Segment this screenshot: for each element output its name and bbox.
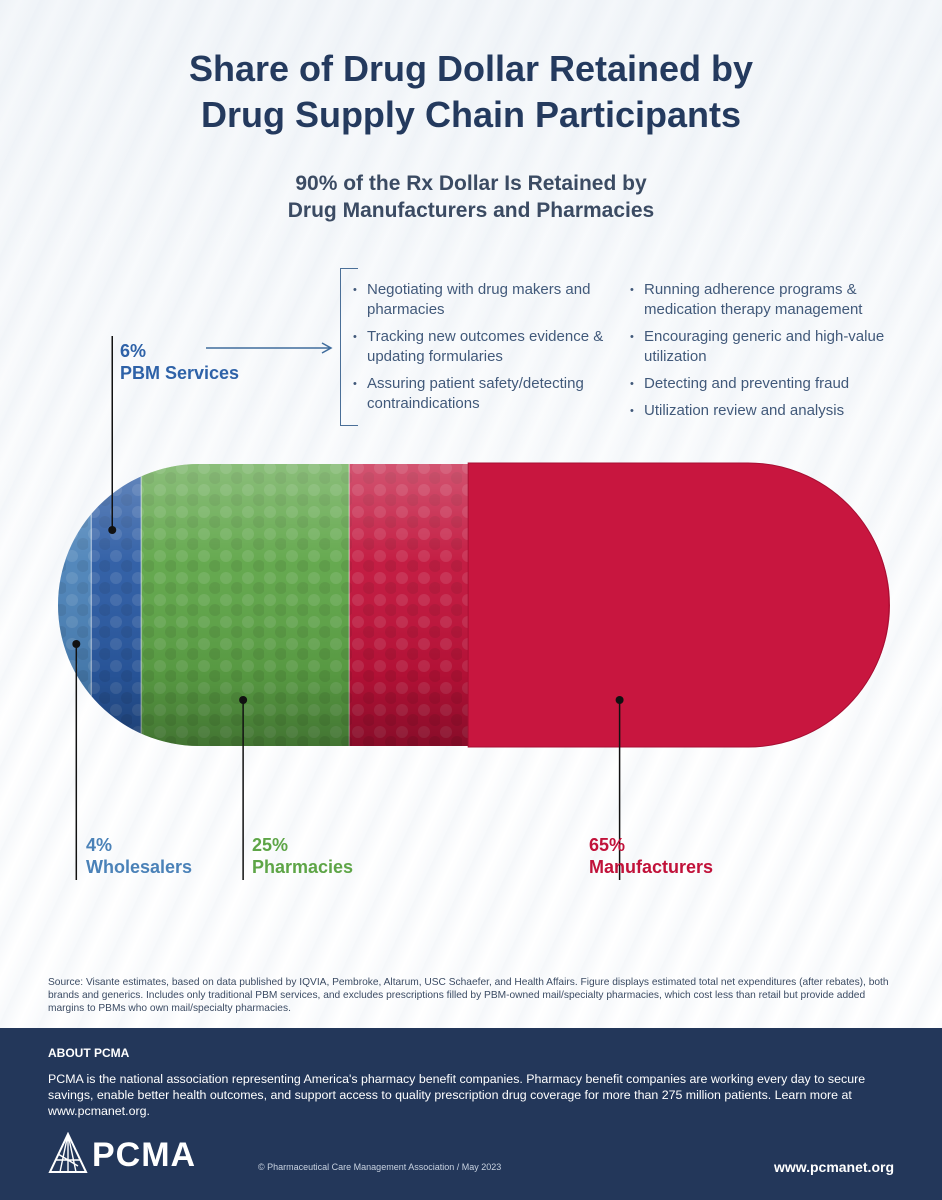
arrow-icon (321, 342, 333, 354)
page-title: Share of Drug Dollar Retained by Drug Su… (188, 48, 754, 135)
capsule-cap (467, 462, 890, 748)
website-link[interactable]: www.pcmanet.org (773, 1159, 894, 1175)
pbm-value-label: 6% (120, 341, 147, 361)
page-subtitle: 90% of the Rx Dollar Is Retained by Drug… (287, 172, 655, 222)
leader-lines (72, 336, 624, 880)
wholesalers-value-label: 4% (86, 835, 113, 855)
pill-chart (58, 336, 890, 880)
manufacturers-value-label: 65% (589, 835, 626, 855)
service-item: Encouraging generic and high-value utili… (630, 327, 905, 367)
source-note: Source: Visante estimates, based on data… (48, 977, 889, 1014)
service-item: Tracking new outcomes evidence & updatin… (353, 327, 628, 367)
service-item: Negotiating with drug makers and pharmac… (353, 280, 628, 320)
pharmacies-value-label: 25% (252, 835, 289, 855)
logo-text: PCMA (92, 1136, 197, 1174)
pcma-logo: PCMA (48, 1131, 218, 1178)
service-item: Utilization review and analysis (630, 401, 905, 421)
manufacturers-category-label: Manufacturers (589, 857, 714, 877)
about-title: ABOUT PCMA (48, 1046, 130, 1060)
pharmacies-category-label: Pharmacies (252, 857, 354, 877)
service-item: Running adherence programs & medication … (630, 280, 905, 320)
about-text: PCMA is the national association represe… (48, 1072, 866, 1118)
services-bracket (340, 268, 358, 426)
pbm-services-list-left: Negotiating with drug makers and pharmac… (353, 280, 628, 421)
footer: ABOUT PCMA PCMA is the national associat… (0, 1028, 942, 1200)
pbm-services-list-right: Running adherence programs & medication … (630, 280, 905, 428)
copyright: © Pharmaceutical Care Management Associa… (258, 1162, 502, 1172)
service-item: Detecting and preventing fraud (630, 374, 905, 394)
pcma-logo-icon (48, 1131, 88, 1173)
wholesalers-category-label: Wholesalers (86, 857, 193, 877)
pbm-category-label: PBM Services (120, 363, 240, 383)
service-item: Assuring patient safety/detecting contra… (353, 374, 628, 414)
